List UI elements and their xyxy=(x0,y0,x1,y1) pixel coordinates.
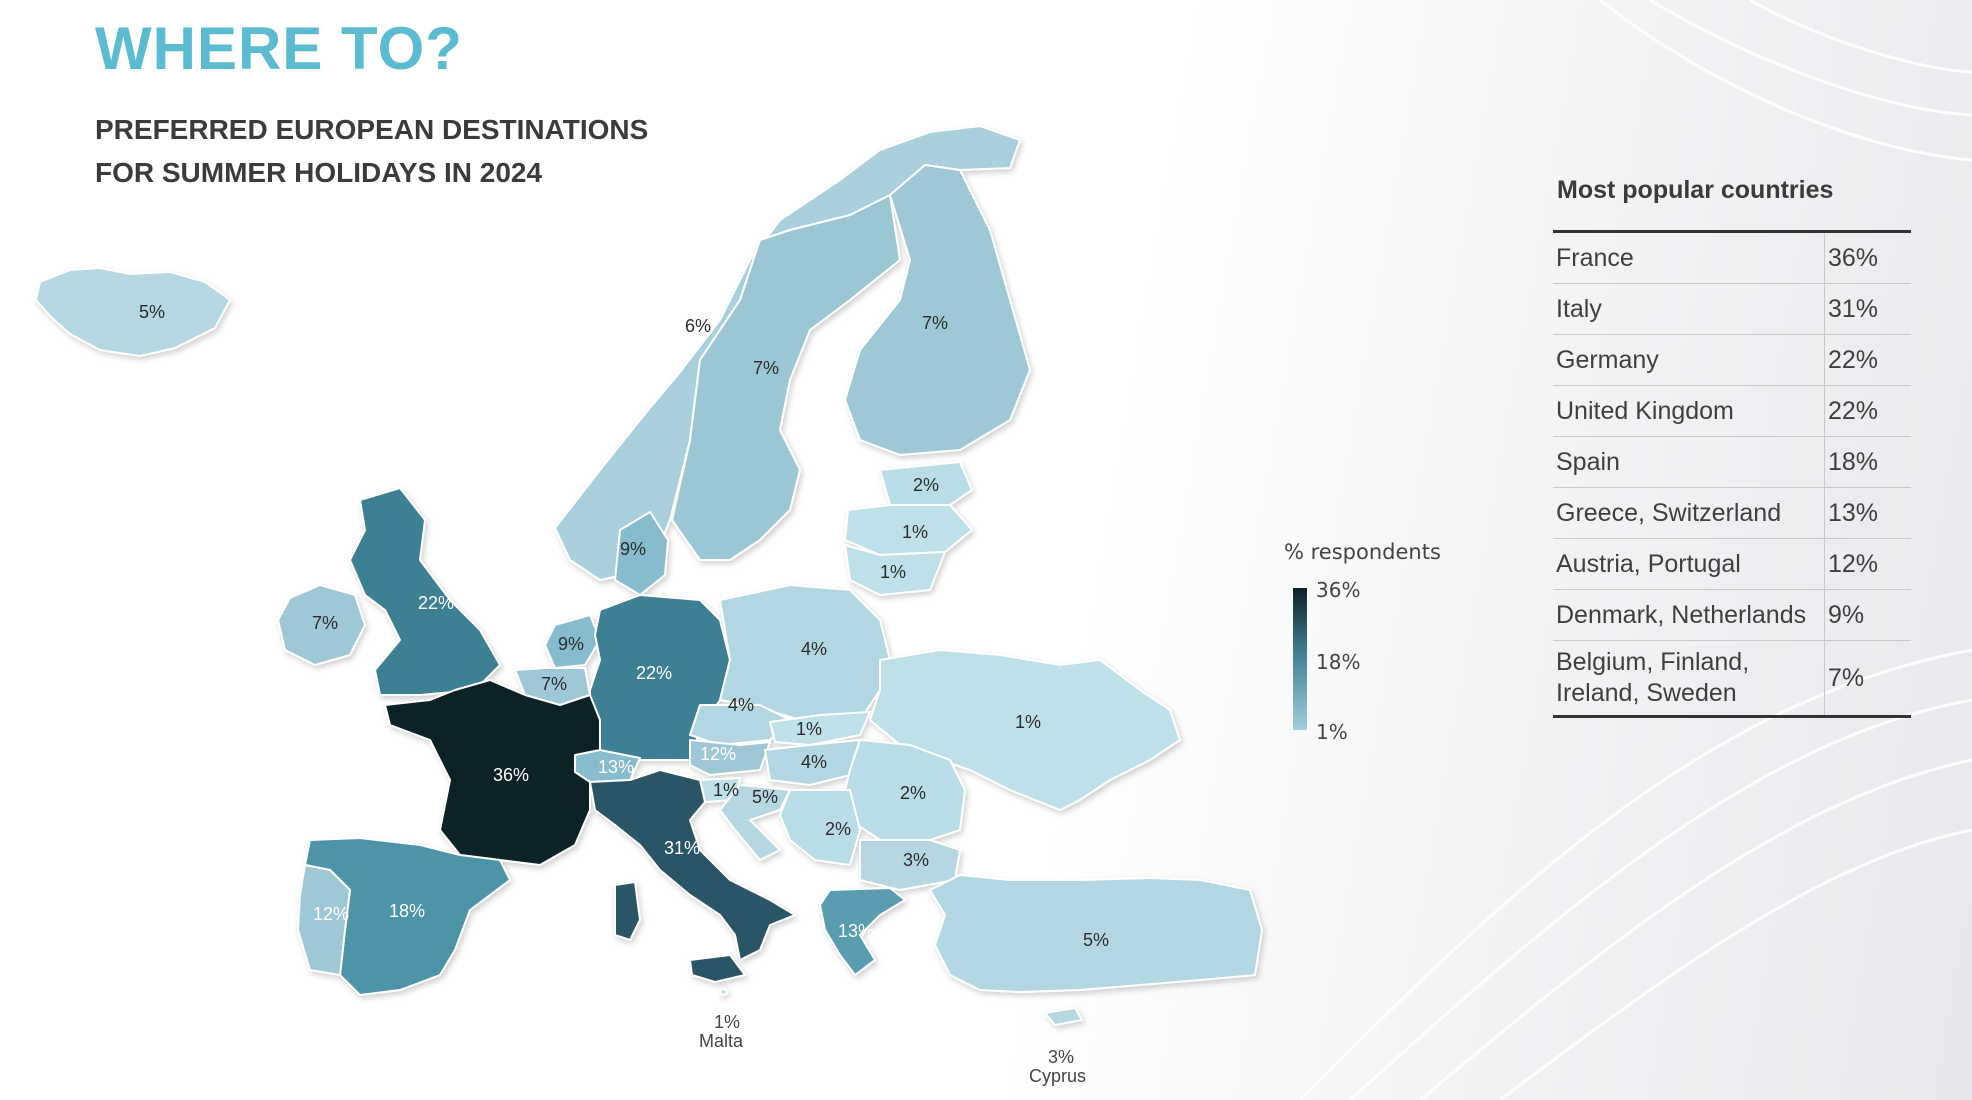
label-bulgaria: 3% xyxy=(903,850,929,870)
label-malta-value: 1% xyxy=(714,1012,740,1032)
table-row: Greece, Switzerland 13% xyxy=(1553,487,1911,539)
table-row: Belgium, Finland, Ireland, Sweden 7% xyxy=(1553,640,1911,717)
table-row: Italy 31% xyxy=(1553,283,1911,335)
label-sweden: 7% xyxy=(753,358,779,378)
country-austria xyxy=(689,739,771,776)
country-lithuania xyxy=(844,544,946,596)
table-row: Germany 22% xyxy=(1553,334,1911,386)
country-slovakia xyxy=(769,711,871,746)
country-cell: Greece, Switzerland xyxy=(1553,487,1825,539)
label-cyprus-name: Cyprus xyxy=(1029,1066,1086,1086)
country-portugal xyxy=(297,864,351,976)
label-belgium: 7% xyxy=(541,674,567,694)
popular-countries-table: France 36% Italy 31% Germany 22% United Kin… xyxy=(1553,230,1911,718)
subtitle-line-2: FOR SUMMER HOLIDAYS IN 2024 xyxy=(95,157,543,188)
legend-color-bar xyxy=(1293,588,1307,730)
label-czechia: 4% xyxy=(728,695,754,715)
country-cell: Germany xyxy=(1553,334,1825,386)
label-latvia: 1% xyxy=(902,522,928,542)
country-denmark xyxy=(614,511,669,596)
label-france: 36% xyxy=(493,765,529,785)
legend-title: % respondents xyxy=(1284,540,1441,564)
country-italy-sicily xyxy=(689,954,746,983)
table-row: Spain 18% xyxy=(1553,436,1911,488)
label-uk: 22% xyxy=(418,593,454,613)
country-cell: France xyxy=(1553,231,1825,284)
country-sweden xyxy=(671,194,901,561)
pct-cell: 36% xyxy=(1824,231,1911,284)
country-finland xyxy=(844,164,1031,456)
country-netherlands xyxy=(544,614,601,669)
label-turkey: 5% xyxy=(1083,930,1109,950)
label-cyprus-value: 3% xyxy=(1048,1047,1074,1067)
label-malta-name: Malta xyxy=(699,1031,744,1051)
country-cell: Belgium, Finland, Ireland, Sweden xyxy=(1553,640,1825,717)
pct-cell: 13% xyxy=(1824,487,1911,539)
pct-cell: 18% xyxy=(1824,436,1911,488)
country-serbia xyxy=(779,789,861,866)
label-norway: 6% xyxy=(685,316,711,336)
label-greece: 13% xyxy=(838,921,874,941)
label-romania: 2% xyxy=(900,783,926,803)
country-cell: United Kingdom xyxy=(1553,385,1825,437)
europe-choropleth-map: 5% 6% 7% 7% 2% 1% 1% 9% 7% 22% 9% 7% 22%… xyxy=(35,125,1263,1086)
label-iceland: 5% xyxy=(139,302,165,322)
subtitle-line-1: PREFERRED EUROPEAN DESTINATIONS xyxy=(95,114,649,145)
country-iceland xyxy=(35,267,231,357)
country-czechia xyxy=(689,704,791,746)
label-estonia: 2% xyxy=(913,475,939,495)
table-row: Austria, Portugal 12% xyxy=(1553,538,1911,590)
label-portugal: 12% xyxy=(313,904,349,924)
page-subtitle: PREFERRED EUROPEAN DESTINATIONS FOR SUMM… xyxy=(95,108,855,194)
country-cell: Italy xyxy=(1553,283,1825,335)
label-austria: 12% xyxy=(700,744,736,764)
label-spain: 18% xyxy=(389,901,425,921)
country-ireland xyxy=(277,584,366,666)
legend-max: 36% xyxy=(1316,578,1361,602)
country-france xyxy=(384,679,601,866)
country-greece xyxy=(819,887,906,976)
popular-countries-panel: Most popular countries France 36% Italy 31… xyxy=(1553,170,1911,718)
label-slovakia: 1% xyxy=(796,719,822,739)
country-latvia xyxy=(844,504,973,556)
panel-title: Most popular countries xyxy=(1557,176,1834,204)
pct-cell: 7% xyxy=(1824,640,1911,717)
pct-cell: 22% xyxy=(1824,385,1911,437)
country-poland xyxy=(719,584,891,721)
page-title: WHERE TO? xyxy=(95,15,463,82)
label-ireland: 7% xyxy=(312,613,338,633)
label-lithuania: 1% xyxy=(880,562,906,582)
legend-mid: 18% xyxy=(1316,650,1361,674)
country-estonia xyxy=(879,461,973,506)
label-netherlands: 9% xyxy=(558,634,584,654)
country-turkey xyxy=(929,874,1263,993)
label-hungary: 4% xyxy=(801,752,827,772)
table-row: France 36% xyxy=(1553,231,1911,284)
label-slovenia: 1% xyxy=(713,780,739,800)
country-italy xyxy=(589,769,796,961)
country-cell: Spain xyxy=(1553,436,1825,488)
label-croatia: 5% xyxy=(752,787,778,807)
table-row: United Kingdom 22% xyxy=(1553,385,1911,437)
label-switzerland: 13% xyxy=(598,757,634,777)
country-malta xyxy=(719,988,728,996)
table-row: Denmark, Netherlands 9% xyxy=(1553,589,1911,641)
label-italy: 31% xyxy=(664,838,700,858)
label-poland: 4% xyxy=(801,639,827,659)
pct-cell: 22% xyxy=(1824,334,1911,386)
legend-min: 1% xyxy=(1316,720,1348,744)
label-ukraine: 1% xyxy=(1015,712,1041,732)
country-cell: Denmark, Netherlands xyxy=(1553,589,1825,641)
label-serbia: 2% xyxy=(825,819,851,839)
pct-cell: 31% xyxy=(1824,283,1911,335)
label-germany: 22% xyxy=(636,663,672,683)
label-finland: 7% xyxy=(922,313,948,333)
country-italy-sardinia xyxy=(614,881,641,941)
pct-cell: 12% xyxy=(1824,538,1911,590)
country-cyprus xyxy=(1044,1007,1083,1026)
country-united-kingdom xyxy=(349,487,501,696)
country-cell: Austria, Portugal xyxy=(1553,538,1825,590)
label-denmark: 9% xyxy=(620,539,646,559)
pct-cell: 9% xyxy=(1824,589,1911,641)
